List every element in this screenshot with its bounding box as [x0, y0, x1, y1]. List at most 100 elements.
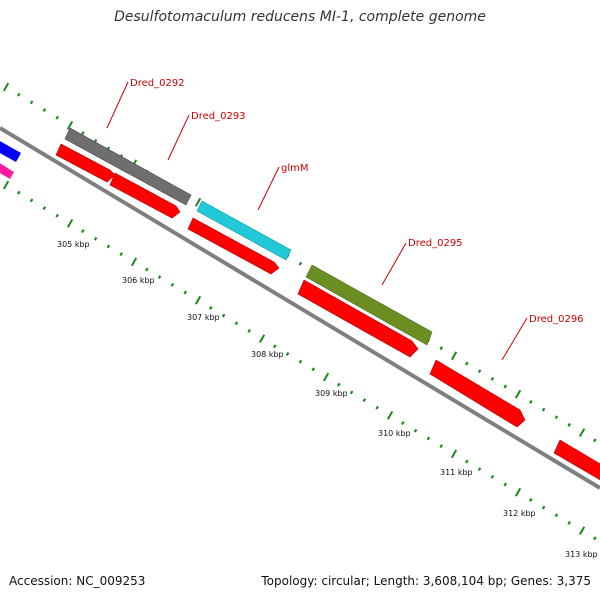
lower-tick-mark	[66, 219, 74, 228]
lower-tick-mark	[490, 474, 495, 479]
upper-tick-mark	[194, 197, 202, 207]
lower-tick-mark	[413, 428, 418, 433]
upper-tick-mark	[593, 438, 597, 443]
label-leader-dred-0293	[167, 114, 190, 161]
lower-tick-mark	[81, 229, 85, 234]
cds-arrow-dred-0292[interactable]	[55, 143, 116, 183]
gene-bar-dred-0295[interactable]	[305, 264, 433, 346]
lower-tick-mark	[450, 449, 458, 459]
upper-tick-mark	[2, 82, 10, 92]
lower-tick-mark	[337, 382, 341, 387]
lower-tick-mark	[567, 520, 571, 525]
lower-tick-mark	[362, 398, 367, 402]
lower-tick-mark	[285, 352, 290, 356]
lower-tick-mark	[554, 513, 559, 518]
label-leader-dred-0292	[106, 81, 129, 129]
gene-label-dred-0293[interactable]: Dred_0293	[191, 111, 246, 122]
lower-tick-mark	[130, 257, 138, 267]
gene-partial-blue[interactable]	[0, 140, 21, 162]
genome-backbone	[0, 126, 600, 490]
label-leader-dred-0295	[381, 242, 407, 286]
lower-tick-mark	[426, 436, 431, 441]
lower-tick-mark	[234, 321, 239, 326]
upper-tick-mark	[42, 108, 47, 112]
lower-tick-mark	[183, 290, 187, 295]
lower-tick-mark	[477, 467, 482, 472]
lower-tick-mark	[401, 421, 405, 426]
lower-tick-track	[2, 180, 597, 541]
topology-info: Topology: circular; Length: 3,608,104 bp…	[261, 574, 591, 588]
lower-tick-mark	[55, 213, 59, 218]
lower-tick-mark	[298, 359, 303, 364]
cds-arrow-dred-0296[interactable]	[429, 359, 526, 428]
upper-tick-mark	[514, 389, 522, 399]
lower-tick-mark	[93, 236, 98, 241]
upper-tick-mark	[567, 422, 571, 427]
upper-tick-mark	[29, 100, 34, 105]
upper-tick-mark	[541, 407, 546, 412]
gene-bar-glmm[interactable]	[196, 200, 292, 261]
upper-tick-mark	[439, 346, 443, 351]
lower-tick-mark	[221, 313, 226, 318]
lower-tick-mark	[503, 482, 507, 487]
gene-label-glmm[interactable]: glmM	[281, 163, 309, 174]
upper-tick-mark	[554, 415, 559, 420]
lower-tick-mark	[465, 459, 469, 464]
upper-tick-mark	[529, 399, 533, 404]
lower-tick-mark	[119, 252, 123, 257]
scale-label-305: 305 kbp	[57, 240, 90, 249]
label-leader-glmm	[257, 166, 280, 211]
lower-tick-mark	[578, 526, 586, 535]
lower-tick-mark	[17, 190, 21, 195]
gene-label-dred-0295[interactable]: Dred_0295	[408, 238, 463, 249]
cds-arrow-dred-0293[interactable]	[109, 172, 181, 219]
gene-partial-magenta[interactable]	[0, 162, 14, 179]
scale-label-306: 306 kbp	[122, 276, 155, 285]
upper-tick-mark	[17, 92, 21, 97]
lower-tick-mark	[439, 444, 443, 449]
lower-tick-mark	[349, 390, 354, 395]
upper-tick-mark	[465, 361, 469, 366]
map-title: Desulfotomaculum reducens MI-1, complete…	[114, 9, 486, 25]
scale-label-310: 310 kbp	[378, 429, 411, 438]
lower-tick-mark	[258, 334, 266, 343]
upper-tick-mark	[81, 131, 85, 136]
upper-tick-mark	[477, 369, 482, 374]
lower-tick-mark	[2, 180, 10, 190]
lower-tick-mark	[42, 206, 47, 210]
scale-label-309: 309 kbp	[315, 389, 348, 398]
cds-arrow-partial-right[interactable]	[553, 439, 600, 481]
scale-label-313: 313 kbp	[565, 550, 598, 559]
gene-label-dred-0292[interactable]: Dred_0292	[130, 78, 185, 89]
accession-info: Accession: NC_009253	[9, 574, 146, 588]
upper-tick-mark	[298, 261, 303, 266]
lower-tick-mark	[29, 198, 34, 203]
lower-tick-mark	[194, 295, 202, 305]
upper-tick-mark	[66, 121, 74, 130]
upper-tick-mark	[450, 351, 458, 361]
cds-arrow-glmm[interactable]	[187, 217, 280, 275]
lower-tick-mark	[322, 372, 330, 382]
scale-label-311: 311 kbp	[440, 468, 473, 477]
lower-tick-mark	[106, 244, 111, 249]
lower-tick-mark	[157, 275, 162, 280]
gene-label-dred-0296[interactable]: Dred_0296	[529, 314, 584, 325]
lower-tick-mark	[529, 497, 533, 502]
label-leader-dred-0296	[501, 317, 528, 361]
upper-tick-track	[2, 82, 597, 443]
lower-tick-mark	[247, 328, 251, 333]
lower-tick-mark	[375, 405, 379, 410]
scale-label-307: 307 kbp	[187, 313, 220, 322]
scale-label-308: 308 kbp	[251, 350, 284, 359]
lower-tick-mark	[145, 267, 149, 272]
upper-tick-mark	[503, 384, 507, 389]
lower-tick-mark	[514, 487, 522, 497]
gene-bar-dred-0292[interactable]	[64, 127, 192, 206]
lower-tick-mark	[541, 505, 546, 510]
upper-tick-mark	[578, 428, 586, 437]
lower-tick-mark	[311, 367, 315, 372]
lower-tick-mark	[209, 305, 213, 310]
cds-arrow-dred-0295[interactable]	[297, 279, 419, 358]
lower-tick-mark	[386, 411, 394, 420]
